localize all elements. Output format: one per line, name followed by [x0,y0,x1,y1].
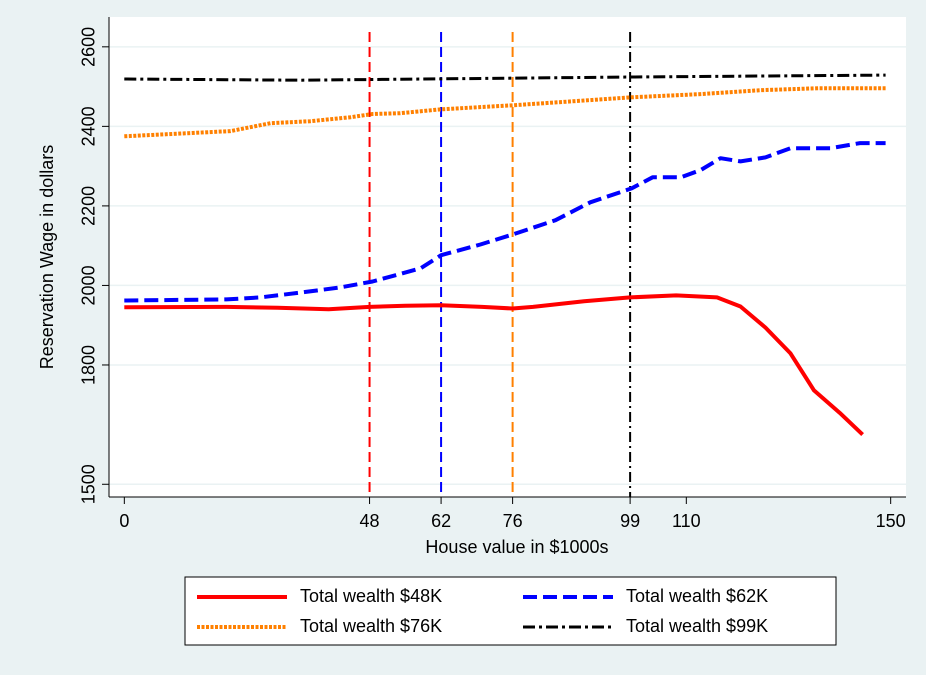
legend [184,576,837,646]
series-line [124,86,886,139]
x-tick-label: 99 [620,511,640,531]
x-tick-label: 76 [503,511,523,531]
x-tick-label: 0 [119,511,129,531]
x-axis-label: House value in $1000s [425,537,608,557]
x-tick-label: 62 [431,511,451,531]
y-tick-label: 1800 [79,345,99,385]
plot-area [109,17,906,497]
y-tick-label: 1500 [79,464,99,504]
series-line [124,293,864,437]
x-tick-label: 48 [360,511,380,531]
series-line [124,141,886,303]
legend-label: Total wealth $99K [626,616,768,636]
y-tick-label: 2400 [79,106,99,146]
x-tick-label: 110 [672,511,701,531]
legend-label: Total wealth $48K [300,586,442,606]
legend-label: Total wealth $62K [626,586,768,606]
legend-label: Total wealth $76K [300,616,442,636]
y-tick-label: 2200 [79,186,99,226]
y-axis-label: Reservation Wage in dollars [37,145,57,369]
y-tick-label: 2000 [79,265,99,305]
y-tick-label: 2600 [79,27,99,67]
x-tick-label: 150 [876,511,906,531]
